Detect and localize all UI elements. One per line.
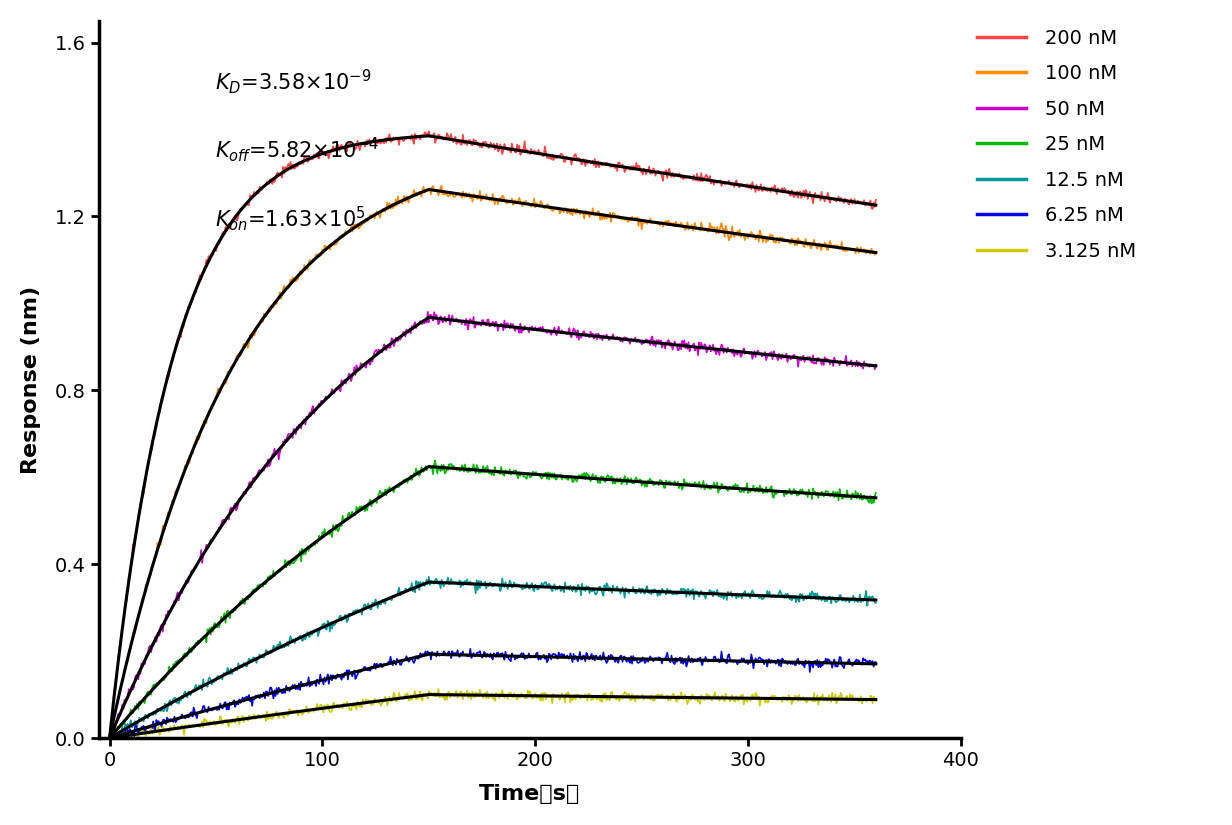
Text: $K_{off}$=5.82×10$^{-4}$: $K_{off}$=5.82×10$^{-4}$: [216, 135, 379, 164]
Legend: 200 nM, 100 nM, 50 nM, 25 nM, 12.5 nM, 6.25 nM, 3.125 nM: 200 nM, 100 nM, 50 nM, 25 nM, 12.5 nM, 6…: [970, 21, 1145, 269]
Y-axis label: Response (nm): Response (nm): [21, 285, 41, 474]
X-axis label: Time（s）: Time（s）: [479, 785, 580, 804]
Text: $K_D$=3.58×10$^{-9}$: $K_D$=3.58×10$^{-9}$: [216, 68, 372, 97]
Text: $K_{on}$=1.63×10$^{5}$: $K_{on}$=1.63×10$^{5}$: [216, 204, 366, 233]
